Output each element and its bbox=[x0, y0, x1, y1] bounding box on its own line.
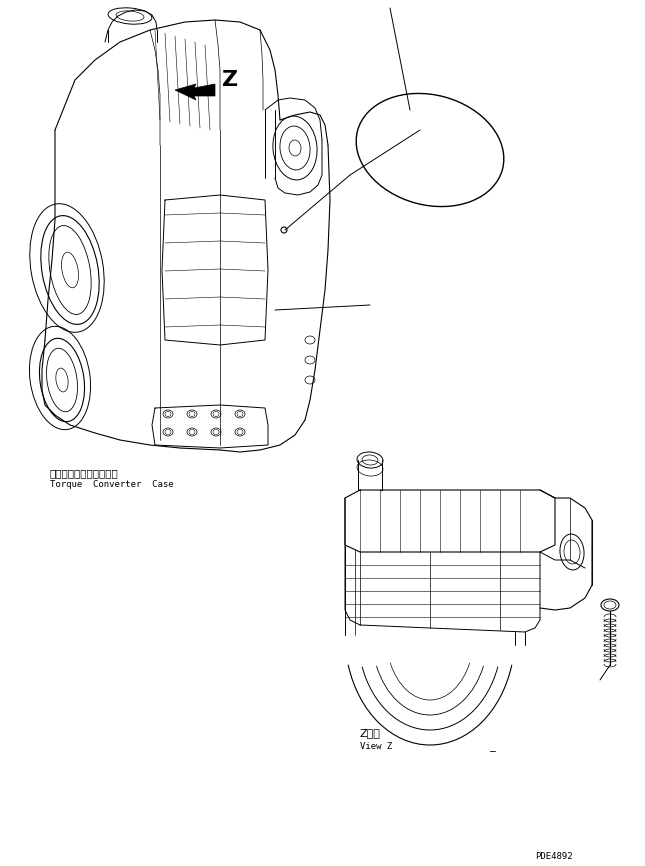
Text: PDE4892: PDE4892 bbox=[535, 852, 573, 861]
Text: Torque  Converter  Case: Torque Converter Case bbox=[50, 480, 174, 489]
Text: _: _ bbox=[490, 742, 496, 752]
Text: View Z: View Z bbox=[360, 742, 392, 751]
Text: トルクコンバータケース: トルクコンバータケース bbox=[50, 468, 119, 478]
Text: Z　視: Z 視 bbox=[360, 728, 381, 738]
Polygon shape bbox=[175, 84, 215, 100]
Text: Z: Z bbox=[222, 70, 238, 90]
